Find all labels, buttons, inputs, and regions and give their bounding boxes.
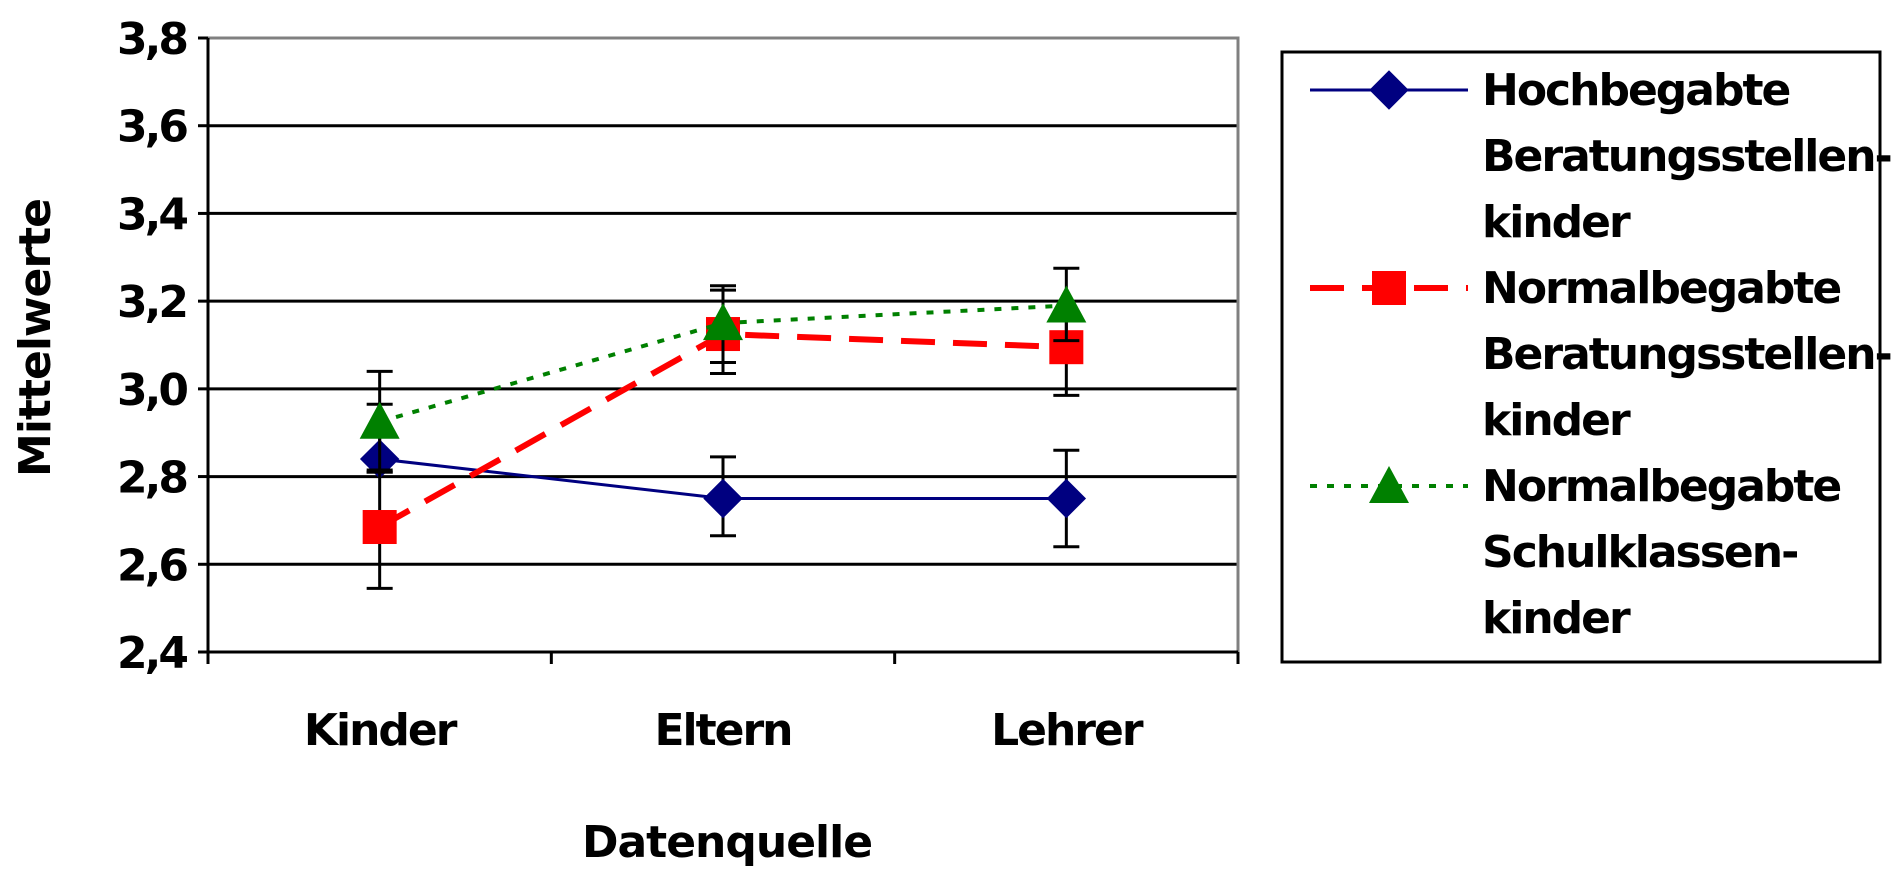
legend-box: [1280, 50, 1882, 664]
marker-diamond: [1369, 70, 1409, 110]
legend-label: Beratungsstellen-: [1482, 329, 1891, 380]
axes: [198, 36, 1240, 664]
legend-label: Schulklassen-: [1482, 527, 1797, 578]
x-tick-label: Kinder: [304, 705, 458, 756]
marker-triangle: [703, 303, 743, 341]
marker-square: [362, 510, 397, 545]
y-tick-label: 3,2: [117, 277, 186, 328]
y-tick-label: 3,8: [117, 14, 186, 65]
legend-label: Hochbegabte: [1482, 65, 1790, 116]
x-axis-title: Datenquelle: [582, 817, 872, 868]
legend-entry-3: Normalbegabte Schulklassen-kinder: [1310, 461, 1842, 644]
marker-square: [1372, 271, 1406, 305]
y-tick-label: 3,4: [117, 189, 187, 240]
x-tick-labels: Kinder Eltern Lehrer: [304, 705, 1146, 756]
marker-diamond: [1046, 478, 1087, 519]
series-3: [359, 266, 1087, 472]
legend-label: kinder: [1482, 395, 1631, 446]
y-tick-label: 2,8: [117, 453, 186, 504]
legend-label: Normalbegabte: [1482, 263, 1840, 314]
marker-diamond: [703, 478, 743, 519]
y-tick-label: 3,6: [117, 102, 187, 153]
legend-label: Beratungsstellen-: [1482, 131, 1891, 182]
legend-entry-2: Normalbegabte Beratungsstellen-kinder: [1310, 263, 1892, 446]
y-tick-labels: 2,4 2,6 2,8 3,0 3,2 3,4 3,6 3,8: [117, 14, 190, 679]
marker-triangle: [1046, 285, 1087, 323]
legend-label: Normalbegabte: [1482, 461, 1840, 512]
legend-entry-1: Hochbegabte Beratungsstellen-kinder: [1310, 65, 1892, 248]
y-tick-label: 3,0: [117, 365, 187, 416]
legend-label: kinder: [1482, 197, 1631, 248]
legend: HochbegabteBeratungsstellen-kinderNormal…: [1280, 50, 1892, 664]
y-tick-label: 2,6: [117, 540, 187, 591]
legend-label: kinder: [1482, 593, 1631, 644]
x-tick-label: Lehrer: [991, 705, 1144, 756]
x-tick-label: Eltern: [654, 705, 791, 756]
marker-triangle: [1369, 466, 1409, 503]
series: [359, 266, 1087, 590]
y-axis-title: Mittelwerte: [10, 199, 61, 477]
marker-triangle: [359, 401, 400, 439]
y-tick-label: 2,4: [117, 628, 187, 679]
